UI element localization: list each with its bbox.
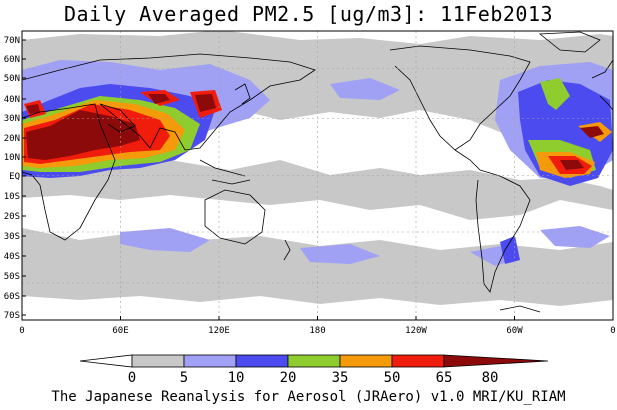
colorbar-segment-65-80 <box>391 354 445 368</box>
lat-label-10s: 10S <box>4 192 20 202</box>
footer-credit: The Japanese Reanalysis for Aerosol (JRA… <box>51 389 566 405</box>
lat-label-40s: 40S <box>4 252 20 262</box>
map-title: Daily Averaged PM2.5 [ug/m3]: 11Feb2013 <box>63 2 554 26</box>
colorbar-segment-35-50 <box>287 354 341 368</box>
colorbar-label-5: 5 <box>180 370 188 386</box>
lat-label-10n: 10N <box>4 153 20 163</box>
colorbar-segment-50-65 <box>339 354 393 368</box>
lon-label-0-east: 0 <box>610 326 615 336</box>
colorbar-segment-0-5 <box>79 354 133 368</box>
lat-label-60n: 60N <box>4 55 20 65</box>
lat-label-60s: 60S <box>4 292 20 302</box>
lon-label-60e: 60E <box>112 326 128 336</box>
colorbar-label-0: 0 <box>128 370 136 386</box>
lat-label-20s: 20S <box>4 212 20 222</box>
colorbar-label-10: 10 <box>228 370 245 386</box>
colorbar-label-35: 35 <box>332 370 349 386</box>
colorbar-segment-10-20 <box>183 354 237 368</box>
lon-label-0-west: 0 <box>19 326 24 336</box>
lon-label-60w: 60W <box>506 326 523 336</box>
lat-label-50n: 50N <box>4 74 20 84</box>
colorbar-label-20: 20 <box>280 370 297 386</box>
colorbar-segment-20-35 <box>235 354 289 368</box>
lat-label-30s: 30S <box>4 232 20 242</box>
colorbar-label-65: 65 <box>436 370 453 386</box>
lon-label-180: 180 <box>309 326 325 336</box>
lat-label-30n: 30N <box>4 114 20 124</box>
lat-label-40n: 40N <box>4 95 20 105</box>
lon-label-120w: 120W <box>405 326 427 336</box>
lat-label-50s: 50S <box>4 272 20 282</box>
lat-label-eq: EQ <box>9 172 20 182</box>
lon-ticks <box>21 316 614 320</box>
lon-labels: 0 60E 120E 180 120W 60W 0 <box>19 326 615 336</box>
lon-label-120e: 120E <box>208 326 230 336</box>
colorbar <box>79 354 549 368</box>
lat-ticks <box>22 39 26 316</box>
lat-label-70s: 70S <box>4 311 20 321</box>
lat-label-20n: 20N <box>4 134 20 144</box>
colorbar-labels: 0 5 10 20 35 50 65 80 <box>128 370 499 386</box>
colorbar-label-80: 80 <box>482 370 499 386</box>
graticule <box>22 31 613 320</box>
colorbar-segment-5-10 <box>131 354 185 368</box>
lat-label-70n: 70N <box>4 36 20 46</box>
contour-80-plus <box>26 94 604 170</box>
colorbar-label-50: 50 <box>384 370 401 386</box>
colorbar-segment-80-plus <box>443 354 549 368</box>
lat-labels: 70N 60N 50N 40N 30N 20N 10N EQ 10S 20S 3… <box>4 36 20 321</box>
pm25-contour-fields <box>22 31 613 306</box>
